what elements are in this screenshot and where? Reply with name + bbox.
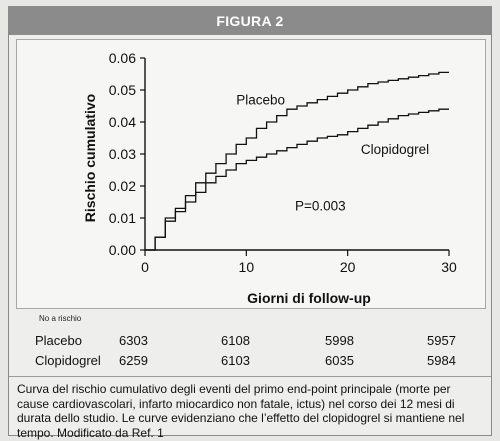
y-tick-label: 0.05 <box>109 82 136 98</box>
chart-labels: 0.00 0.01 0.02 0.03 0.04 0.05 0.06 0 10 20 30 Giorn… <box>82 50 457 306</box>
x-tick-label: 20 <box>340 259 356 275</box>
risk-cell: 6035 <box>325 353 354 368</box>
survival-chart: 0.00 0.01 0.02 0.03 0.04 0.05 0.06 0 10 20 30 Giorn… <box>82 50 457 306</box>
risk-cell: 6103 <box>221 353 250 368</box>
y-tick-label: 0.04 <box>109 114 136 130</box>
risk-row-label: Clopidogrel <box>35 353 101 368</box>
risk-row-clopidogrel: Clopidogrel 6259 6103 6035 5984 <box>9 353 493 371</box>
chart-series <box>145 71 449 251</box>
p-value-annotation: P=0.003 <box>295 199 346 214</box>
x-tick-label: 30 <box>441 259 457 275</box>
risk-cell: 5998 <box>325 333 354 348</box>
series-label-placebo: Placebo <box>236 92 285 107</box>
risk-cell: 6108 <box>221 333 250 348</box>
y-tick-label: 0.02 <box>109 178 136 194</box>
chart-axes <box>140 57 450 256</box>
risk-table-caption: No a rischio <box>39 314 82 323</box>
figure-panel: FIGURA 2 0.00 0.01 0.02 0.03 0.04 0.05 0.06 0 10… <box>8 6 493 440</box>
y-axis-title: Rischio cumulativo <box>82 94 98 222</box>
figure-caption: Curva del rischio cumulativo degli event… <box>9 376 491 440</box>
risk-cell: 5957 <box>427 333 456 348</box>
x-tick-label: 10 <box>239 259 255 275</box>
chart-panel: 0.00 0.01 0.02 0.03 0.04 0.05 0.06 0 10 20 30 Giorn… <box>16 39 486 309</box>
figure-title: FIGURA 2 <box>9 7 491 35</box>
series-line-placebo <box>145 71 449 251</box>
x-axis-title: Giorni di follow-up <box>247 290 371 306</box>
risk-cell: 5984 <box>427 353 456 368</box>
risk-cell: 6303 <box>119 333 148 348</box>
risk-row-label: Placebo <box>35 333 82 348</box>
risk-row-placebo: Placebo 6303 6108 5998 5957 <box>9 333 493 351</box>
y-tick-label: 0.00 <box>109 242 136 258</box>
y-tick-label: 0.03 <box>109 146 136 162</box>
y-tick-label: 0.01 <box>109 210 136 226</box>
y-tick-label: 0.06 <box>109 50 136 66</box>
series-line-clopidogrel <box>145 108 449 251</box>
risk-cell: 6259 <box>119 353 148 368</box>
series-label-clopidogrel: Clopidogrel <box>361 142 429 157</box>
x-tick-label: 0 <box>141 259 149 275</box>
